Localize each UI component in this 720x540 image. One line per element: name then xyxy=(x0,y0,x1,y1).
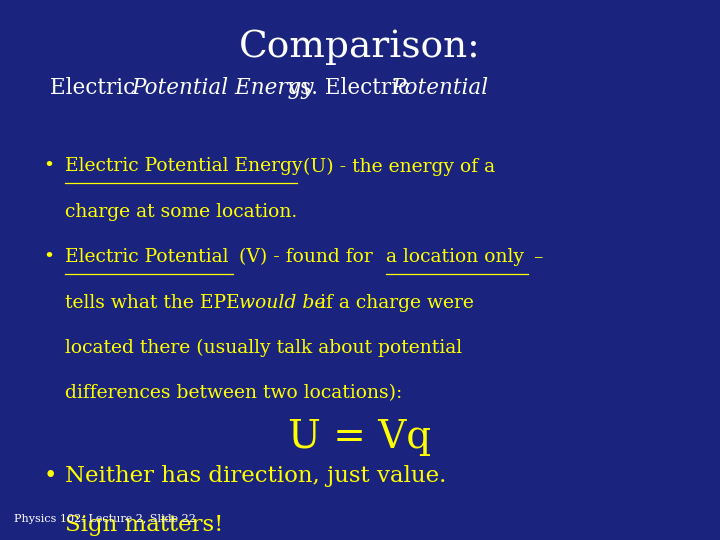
Text: •: • xyxy=(43,158,54,176)
Text: if a charge were: if a charge were xyxy=(314,294,474,312)
Text: Physics 102: Lecture 2, Slide 22: Physics 102: Lecture 2, Slide 22 xyxy=(14,514,197,524)
Text: (U) - the energy of a: (U) - the energy of a xyxy=(297,158,495,176)
Text: Comparison:: Comparison: xyxy=(239,29,481,65)
Text: –: – xyxy=(528,248,544,266)
Text: vs. Electric: vs. Electric xyxy=(281,77,417,99)
Text: Electric Potential: Electric Potential xyxy=(65,248,228,266)
Text: Electric Potential Energy: Electric Potential Energy xyxy=(65,158,302,176)
Text: would be: would be xyxy=(239,294,325,312)
Text: •: • xyxy=(43,465,57,488)
Text: •: • xyxy=(43,248,54,266)
Text: located there (usually talk about potential: located there (usually talk about potent… xyxy=(65,339,462,357)
Text: Electric: Electric xyxy=(50,77,143,99)
Text: (V) - found for: (V) - found for xyxy=(233,248,379,266)
Text: Sign matters!: Sign matters! xyxy=(65,514,223,536)
Text: Potential Energy: Potential Energy xyxy=(131,77,313,99)
Text: Neither has direction, just value.: Neither has direction, just value. xyxy=(65,465,446,488)
Text: tells what the EPE: tells what the EPE xyxy=(65,294,246,312)
Text: differences between two locations):: differences between two locations): xyxy=(65,384,402,402)
Text: a location only: a location only xyxy=(386,248,524,266)
Text: Potential: Potential xyxy=(391,77,488,99)
Text: charge at some location.: charge at some location. xyxy=(65,203,297,221)
Text: U = Vq: U = Vq xyxy=(289,419,431,456)
